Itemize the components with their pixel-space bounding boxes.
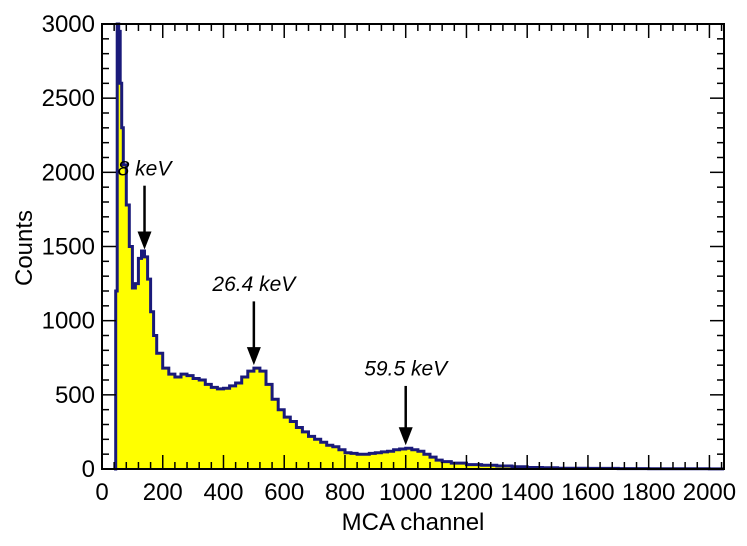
y-tick-label: 2500 xyxy=(42,85,95,112)
spectrum-fill xyxy=(114,24,725,469)
peak-label: 59.5 keV xyxy=(364,358,449,381)
x-tick-label: 200 xyxy=(143,479,183,506)
y-tick-label: 1000 xyxy=(42,308,95,335)
x-tick-label: 2000 xyxy=(683,479,736,506)
x-tick-label: 1600 xyxy=(561,479,614,506)
x-tick-label: 800 xyxy=(325,479,365,506)
y-tick-label: 3000 xyxy=(42,11,95,38)
tick-labels: 0 200 400 600 800 1000 1200 1400 1600 1800 2000 0 50… xyxy=(42,11,737,506)
spectrum-line xyxy=(114,22,724,471)
y-axis-title: Counts xyxy=(11,210,38,286)
peak-arrow-head xyxy=(398,427,413,446)
axis-ticks xyxy=(101,23,724,470)
x-tick-label: 1800 xyxy=(622,479,675,506)
peak-annotations: 8 keV 26.4 keV 59.5 keV xyxy=(118,157,449,446)
y-tick-label: 500 xyxy=(55,382,95,409)
plot-area xyxy=(114,22,725,471)
peak-label: 8 keV xyxy=(118,157,174,180)
peak-annotation: 8 keV xyxy=(118,157,174,250)
peak-annotation: 59.5 keV xyxy=(364,358,449,446)
x-tick-label: 400 xyxy=(203,479,243,506)
peak-label: 26.4 keV xyxy=(211,273,297,296)
y-tick-label: 2000 xyxy=(42,159,95,186)
y-tick-label: 1500 xyxy=(42,234,95,261)
x-tick-label: 0 xyxy=(95,479,108,506)
x-axis-title: MCA channel xyxy=(342,509,485,536)
y-tick-label: 0 xyxy=(82,456,95,483)
x-tick-label: 1200 xyxy=(440,479,493,506)
peak-arrow-head xyxy=(246,347,261,366)
peak-arrow-head xyxy=(137,231,152,250)
x-tick-label: 1400 xyxy=(501,479,554,506)
peak-annotation: 26.4 keV xyxy=(211,273,297,366)
x-tick-label: 600 xyxy=(264,479,304,506)
x-tick-label: 1000 xyxy=(379,479,432,506)
